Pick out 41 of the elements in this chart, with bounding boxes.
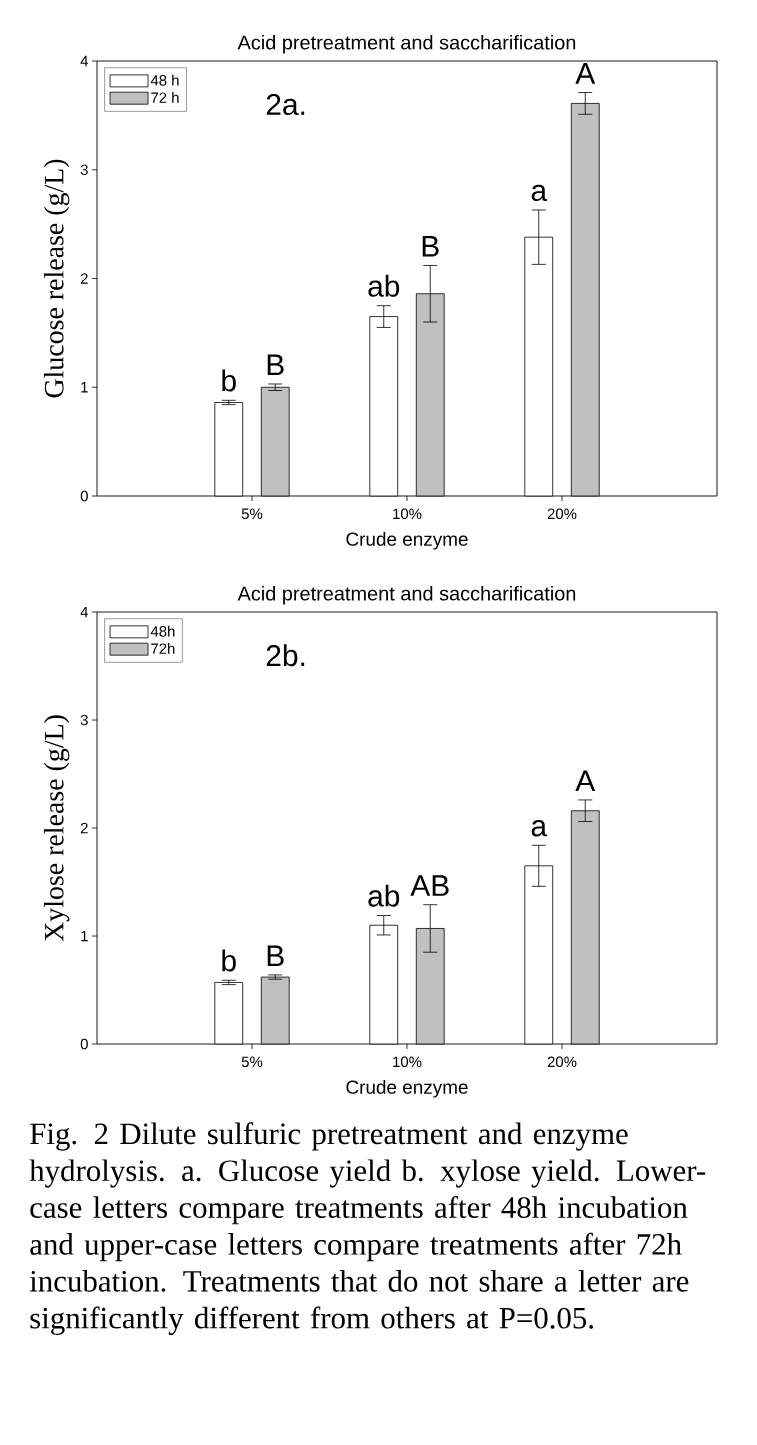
annotation: ab [368, 884, 400, 907]
annotation: b [222, 369, 236, 392]
y-tick-label: 3 [80, 164, 88, 176]
x-tick-label: 10% [393, 508, 422, 520]
annotation: 2b. [266, 644, 305, 667]
y-tick-label: 1 [81, 930, 88, 942]
caption: Fig. 2 Dilute sulfuric pretreatment and enzyme hydrolysis. a. Glucose yield b. xylose yield. Lower-case letters compare treatments after 48h incubation and upper-case letters compare treatments after 72h incubation. Treatments that do not share a letter are significantly different from others at P=0.05. [29, 1122, 706, 1335]
y-tick-label: 0 [80, 1038, 88, 1050]
y-tick-label: 3 [80, 714, 88, 726]
x-tick-label: 5% [241, 508, 263, 520]
legend-label: 72h [151, 643, 175, 654]
legend-label: 48h [150, 625, 175, 637]
y-axis-title: Xylose release (g/L) [43, 715, 70, 942]
chart-title: Acid pretreatment and saccharification [237, 34, 576, 54]
annotation: b [222, 949, 236, 972]
x-tick-label: 20% [547, 508, 577, 520]
x-tick-label: 10% [393, 1056, 422, 1068]
y-tick-label: 4 [80, 55, 89, 67]
annotation: AB [410, 875, 449, 896]
annotation: A [575, 770, 596, 792]
annotation: a [531, 820, 548, 837]
legend-label: 72 h [151, 92, 179, 103]
chart-title: Acid pretreatment and saccharification [237, 585, 576, 605]
y-tick-label: 4 [80, 606, 89, 618]
y-tick-label: 1 [81, 382, 88, 393]
annotation: B [267, 945, 284, 967]
x-axis-title: Crude enzyme [346, 531, 468, 550]
y-axis-title: Glucose release (g/L) [43, 159, 70, 398]
annotation: a [531, 184, 548, 202]
legend-label: 48 h [150, 74, 179, 86]
x-tick-label: 20% [547, 1056, 577, 1068]
annotation: B [422, 236, 439, 257]
y-tick-label: 2 [80, 273, 88, 284]
y-tick-label: 2 [80, 822, 88, 834]
annotation: 2a. [266, 93, 305, 116]
annotation: ab [368, 274, 400, 297]
y-tick-label: 0 [80, 490, 88, 502]
x-tick-label: 5% [241, 1056, 263, 1068]
annotation: A [575, 63, 596, 84]
x-axis-title: Crude enzyme [346, 1079, 468, 1098]
annotation: B [267, 354, 284, 376]
